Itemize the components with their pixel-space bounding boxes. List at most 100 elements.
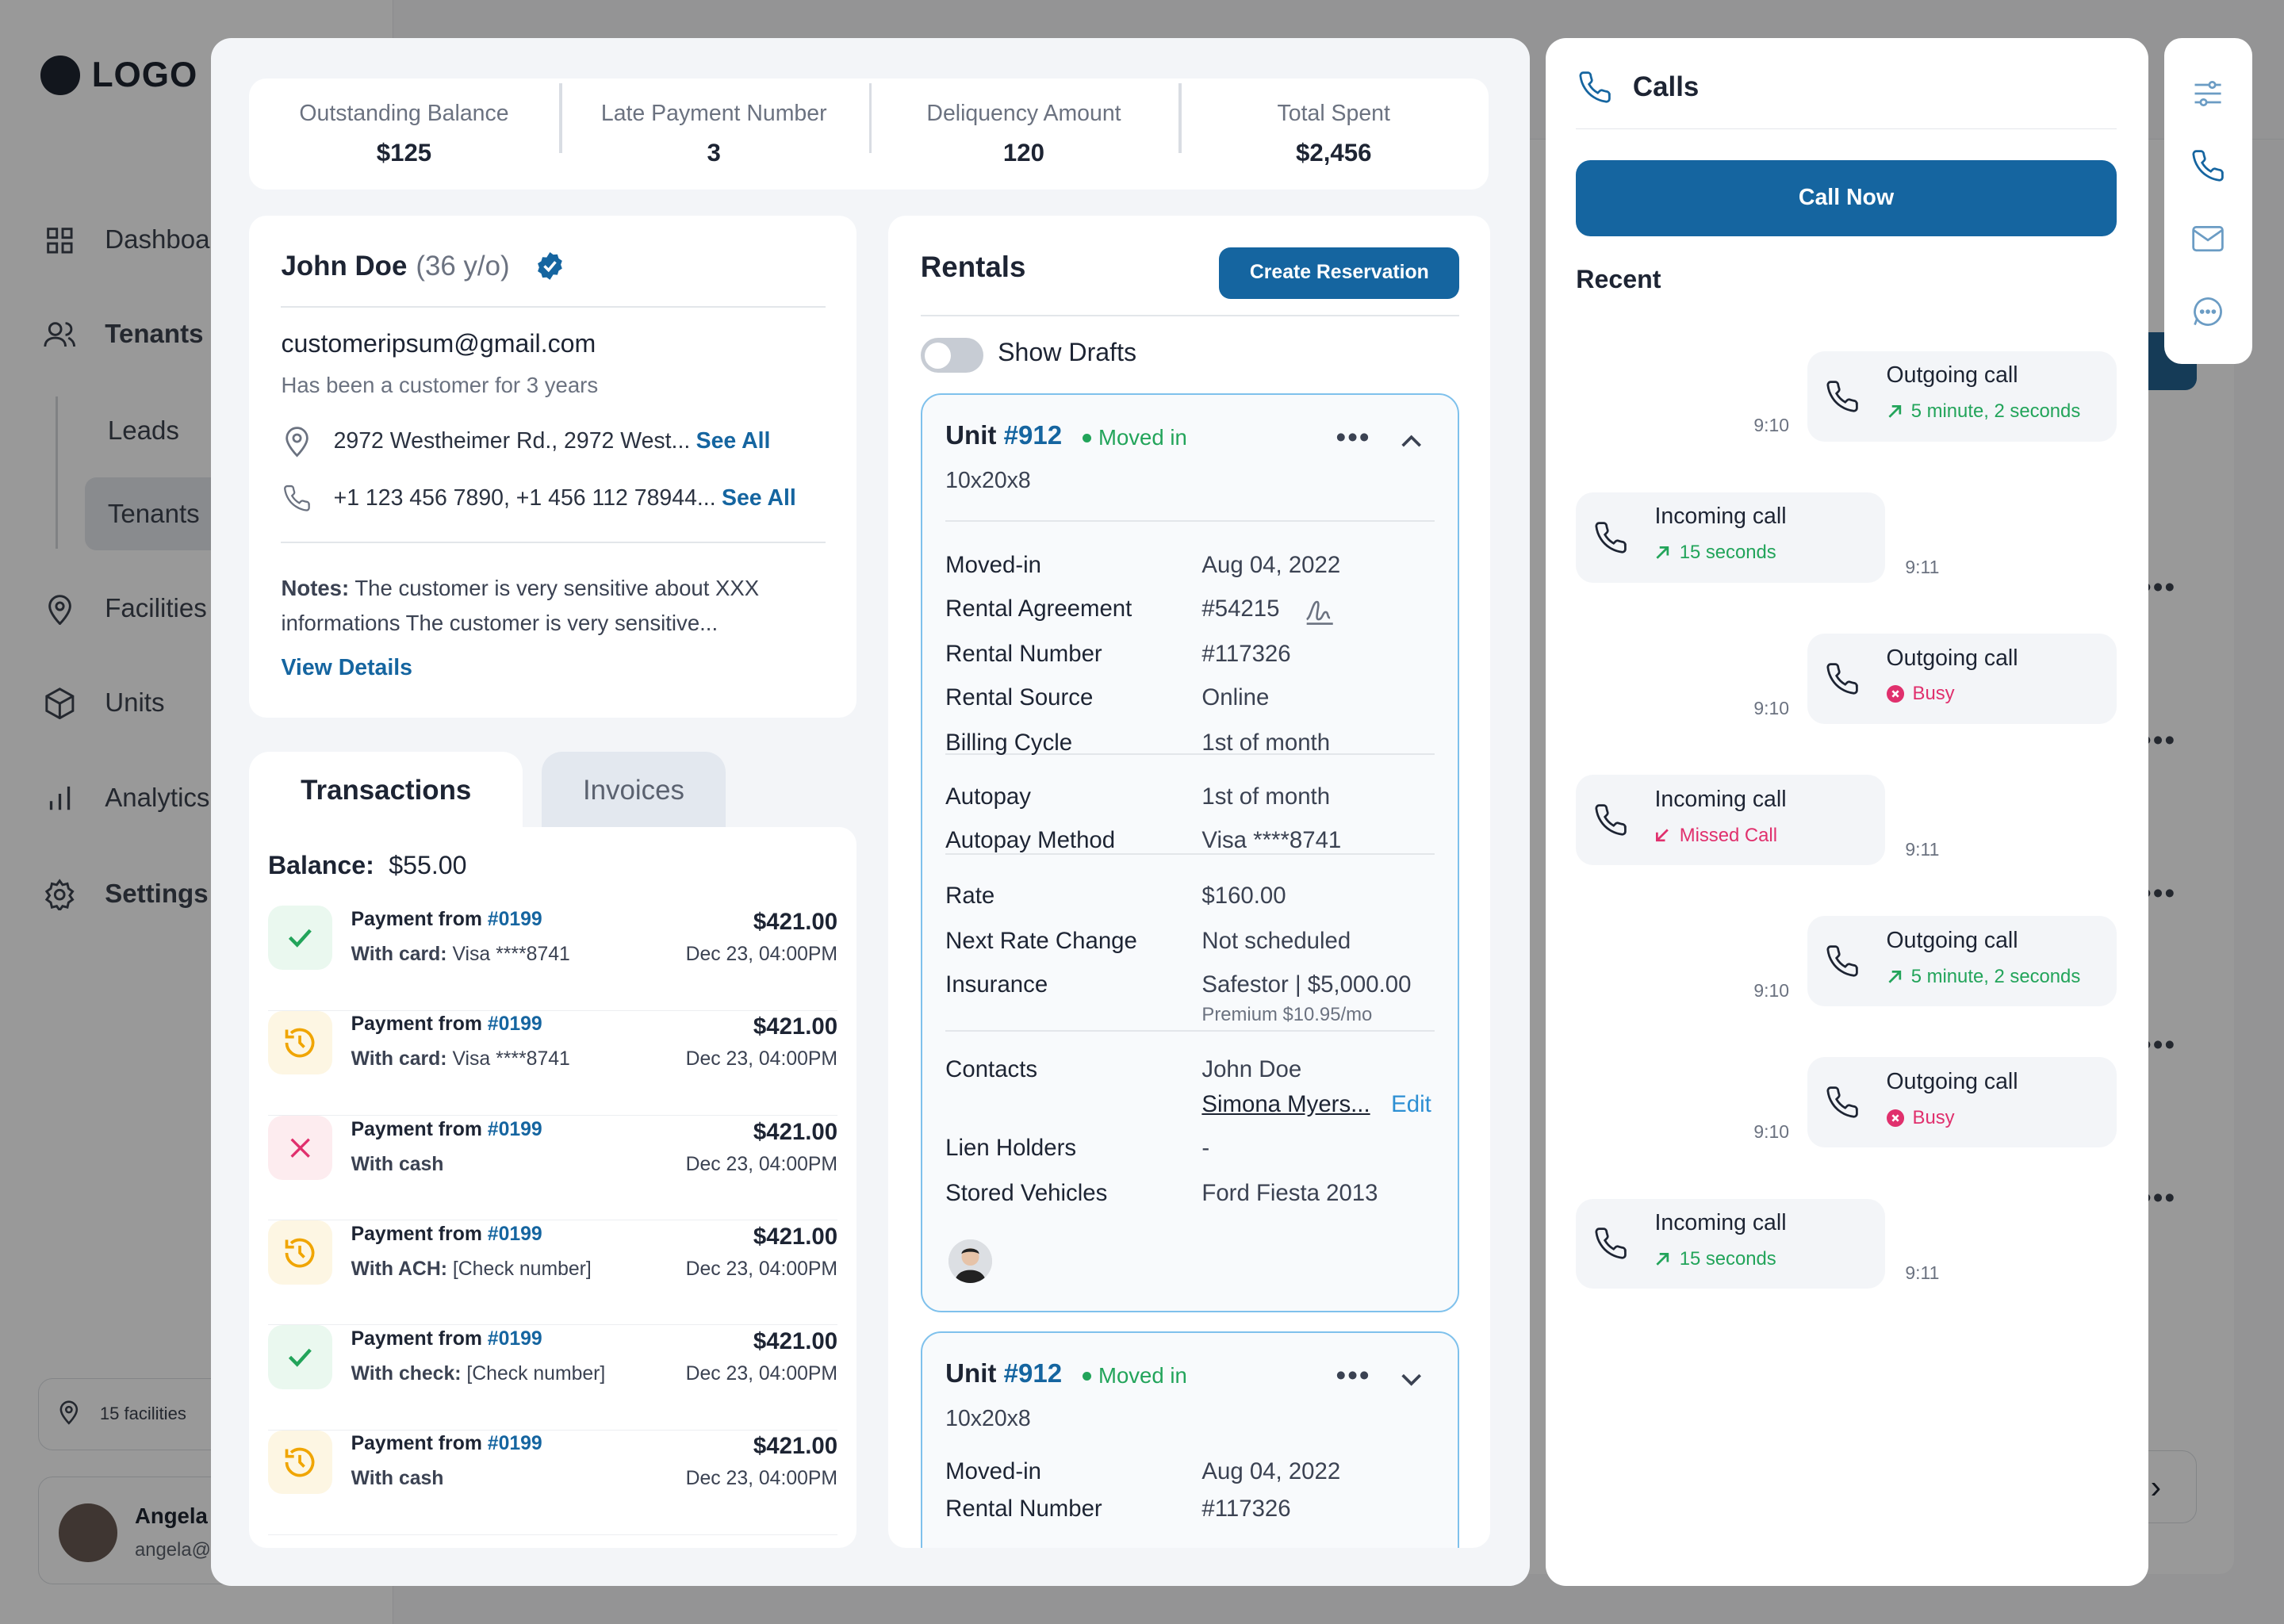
outgoing-call-item[interactable]: Outgoing call Busy (1807, 1057, 2117, 1148)
see-all-address-link[interactable]: See All (696, 428, 771, 454)
outgoing-call-item[interactable]: Outgoing call Busy (1807, 633, 2117, 724)
transaction-row[interactable]: Payment from #0199 With cash $421.00 Dec 2… (267, 1430, 838, 1535)
phone-row: +1 123 456 7890, +1 456 112 78944... See… (281, 482, 796, 514)
phone-icon[interactable] (2190, 148, 2225, 183)
subnav-tenants[interactable]: Tenants (107, 499, 200, 529)
edit-contacts-link[interactable]: Edit (1391, 1090, 1431, 1117)
unit-title: Unit #912 (945, 420, 1063, 450)
unit-size: 10x20x8 (945, 467, 1031, 493)
address-row: 2972 Westheimer Rd., 2972 West... See Al… (281, 425, 771, 458)
outgoing-arrow-icon (1887, 969, 1903, 985)
transaction-title: Payment from #0199 (351, 1118, 542, 1140)
location-icon (59, 1399, 79, 1430)
avatar (948, 1239, 992, 1284)
failed-x-icon (267, 1115, 332, 1180)
transaction-row[interactable]: Payment from #0199 With cash $421.00 Dec 2… (267, 1115, 838, 1221)
call-detail: Busy (1886, 1107, 1955, 1129)
mail-icon[interactable] (2190, 221, 2225, 256)
call-time: 9:10 (1753, 415, 1790, 436)
filter-icon[interactable] (2190, 76, 2225, 111)
user-card[interactable]: Angela angela@ (37, 1477, 365, 1585)
nav-dashboard[interactable]: Dashboard (44, 224, 233, 256)
transaction-row[interactable]: Payment from #0199 With card: Visa ****87… (267, 906, 838, 1011)
phone-icon (1825, 379, 1860, 414)
stat-late-payment-number: Late Payment Number 3 (558, 83, 869, 167)
call-detail: 15 seconds (1654, 542, 1776, 564)
contact-link[interactable]: Simona Myers... (1201, 1090, 1370, 1117)
incoming-call-item[interactable]: Incoming call Missed Call (1576, 775, 1885, 865)
divider (281, 542, 826, 544)
more-options-icon[interactable]: ••• (1336, 1358, 1371, 1392)
chevron-up-icon[interactable] (1400, 430, 1423, 453)
location-icon (44, 593, 75, 625)
location-icon (281, 425, 312, 458)
transaction-title: Payment from #0199 (351, 1013, 542, 1036)
chevron-down-icon[interactable] (1400, 1368, 1423, 1391)
stat-total-spent: Total Spent $2,456 (1178, 83, 1489, 167)
stat-outstanding-balance: Outstanding Balance $125 (299, 101, 509, 167)
call-time: 9:10 (1753, 1121, 1790, 1143)
bar-chart-icon (44, 782, 75, 814)
outgoing-call-item[interactable]: Outgoing call 5 minute, 2 seconds (1807, 350, 2117, 442)
transaction-date: Dec 23, 04:00PM (685, 1258, 838, 1280)
signature-icon (1304, 593, 1336, 631)
success-check-icon (267, 1325, 332, 1390)
tenant-modal: Outstanding Balance $125 Late Payment Nu… (211, 37, 1530, 1587)
call-time: 9:11 (1905, 1262, 1940, 1284)
divider (945, 753, 1435, 755)
create-reservation-button[interactable]: Create Reservation (1219, 247, 1460, 299)
tab-transactions[interactable]: Transactions (249, 751, 523, 830)
box-icon (44, 688, 75, 720)
call-type: Incoming call (1654, 786, 1787, 812)
phone-icon (1825, 1085, 1860, 1120)
pending-clock-icon (267, 1010, 332, 1075)
divider (945, 853, 1435, 856)
call-now-button[interactable]: Call Now (1576, 160, 2117, 236)
facilities-selector[interactable]: 15 facilities (37, 1377, 365, 1451)
customer-since: Has been a customer for 3 years (281, 373, 599, 398)
phone-icon (281, 482, 312, 514)
phone-icon (1825, 661, 1860, 696)
status-dot-icon (1082, 1371, 1091, 1381)
incoming-arrow-icon (1654, 1251, 1670, 1267)
stats-bar: Outstanding Balance $125 Late Payment Nu… (249, 79, 1489, 190)
transaction-method: With check: [Check number] (351, 1363, 606, 1385)
view-details-link[interactable]: View Details (281, 655, 413, 681)
see-all-phones-link[interactable]: See All (721, 485, 796, 511)
unit-status: Moved in (1082, 1363, 1187, 1388)
nav-facilities[interactable]: Facilities (44, 593, 207, 625)
nav-settings[interactable]: Settings (44, 878, 209, 910)
call-time: 9:11 (1905, 556, 1940, 577)
divider (1576, 128, 2117, 130)
nav-units[interactable]: Units (44, 688, 165, 720)
transactions-panel: Balance: $55.00 Payment from #0199 With ca… (249, 827, 856, 1549)
toggle-knob (925, 342, 952, 369)
nav-tenants[interactable]: Tenants (44, 319, 203, 350)
chat-icon[interactable] (2190, 294, 2225, 329)
subnav-leads[interactable]: Leads (107, 416, 179, 446)
transaction-row[interactable]: Payment from #0199 With check: [Check num… (267, 1325, 838, 1431)
rentals-title: Rentals (920, 250, 1026, 283)
transaction-date: Dec 23, 04:00PM (685, 1468, 838, 1490)
call-detail: Busy (1886, 683, 1955, 705)
unit-card: Unit #912 Moved in 10x20x8 ••• Moved-in A… (920, 393, 1460, 1312)
transaction-row[interactable]: Payment from #0199 With card: Visa ****87… (267, 1010, 838, 1116)
incoming-call-item[interactable]: Incoming call 15 seconds (1576, 1198, 1885, 1289)
calls-panel: Calls Call Now Recent Outgoing call 5 min… (1545, 37, 2149, 1587)
rentals-panel: Rentals Create Reservation Show Drafts U… (888, 215, 1490, 1549)
balance: Balance: $55.00 (267, 850, 467, 879)
incoming-call-item[interactable]: Incoming call 15 seconds (1576, 492, 1885, 583)
tab-invoices[interactable]: Invoices (542, 751, 726, 830)
outgoing-call-item[interactable]: Outgoing call 5 minute, 2 seconds (1807, 916, 2117, 1007)
transaction-row[interactable]: Payment from #0199 With ACH: [Check numbe… (267, 1220, 838, 1326)
busy-icon (1886, 685, 1904, 703)
call-type: Outgoing call (1886, 1069, 2018, 1095)
unit-title: Unit #912 (945, 1358, 1063, 1388)
pending-clock-icon (267, 1430, 332, 1495)
more-options-icon[interactable]: ••• (1336, 420, 1371, 454)
divider (281, 305, 826, 308)
transaction-title: Payment from #0199 (351, 1433, 542, 1455)
show-drafts-toggle[interactable] (920, 338, 983, 373)
nav-analytics[interactable]: Analytics (44, 782, 209, 814)
logo-mark-icon (40, 55, 80, 95)
